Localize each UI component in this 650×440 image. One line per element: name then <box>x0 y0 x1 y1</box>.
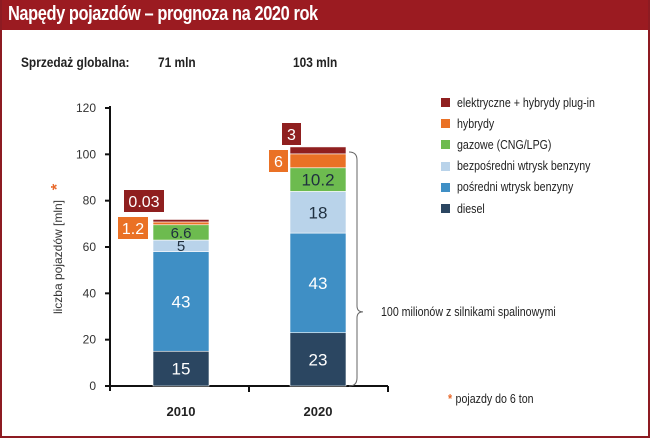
callout-box <box>118 217 148 239</box>
legend: elektryczne + hybrydy plug-in hybrydy gazo… <box>441 92 619 219</box>
y-tick-label: 60 <box>83 240 97 254</box>
x-tick-label: 2020 <box>304 404 333 419</box>
data-label: 18 <box>309 203 328 222</box>
sales-2010: 71 mln <box>158 54 196 70</box>
legend-item: pośredni wtrysk benzyny <box>441 177 619 198</box>
legend-swatch <box>441 182 450 192</box>
legend-label: diesel <box>457 201 485 216</box>
legend-swatch <box>441 119 450 129</box>
brace-annotation: 100 milionów z silnikami spalinowymi <box>381 305 556 319</box>
callout-label: 6 <box>274 154 283 171</box>
title-bar: Napędy pojazdów – prognoza na 2020 rok <box>0 0 650 30</box>
bar-segment <box>152 350 210 387</box>
legend-swatch <box>441 140 450 150</box>
y-axis-label: liczba pojazdów [mln] <box>51 200 65 314</box>
callout-label: 3 <box>287 127 296 144</box>
legend-swatch <box>441 204 450 214</box>
callout-box <box>282 123 301 145</box>
bar-segment <box>289 153 347 169</box>
brace <box>348 151 364 387</box>
callout-label: 0.03 <box>128 194 159 211</box>
bar-segment <box>289 232 347 334</box>
legend-label: bezpośredni wtrysk benzyny <box>457 159 591 174</box>
legend-label: elektryczne + hybrydy plug-in <box>457 95 595 110</box>
legend-swatch <box>441 98 450 108</box>
y-tick-label: 120 <box>76 101 96 115</box>
data-label: 23 <box>309 350 328 369</box>
legend-item: gazowe (CNG/LPG) <box>441 134 619 155</box>
y-axis-asterisk: * <box>49 183 66 190</box>
y-tick-label: 40 <box>83 286 97 300</box>
legend-item: hybrydy <box>441 113 619 134</box>
data-label: 10.2 <box>301 171 334 190</box>
x-tick-label: 2010 <box>167 404 196 419</box>
chart-title: Napędy pojazdów – prognoza na 2020 rok <box>8 3 318 25</box>
footnote-text: pojazdy do 6 ton <box>455 392 534 406</box>
bar-segment <box>152 219 210 223</box>
legend-swatch <box>441 161 450 171</box>
data-label: 6.6 <box>171 225 192 242</box>
data-label: 15 <box>172 360 191 379</box>
y-tick-label: 20 <box>83 333 97 347</box>
legend-label: gazowe (CNG/LPG) <box>457 137 552 152</box>
asterisk-icon: * <box>448 392 453 406</box>
data-label: 43 <box>172 293 191 312</box>
callout-label: 1.2 <box>122 221 144 238</box>
y-tick-label: 80 <box>83 194 97 208</box>
callout-box <box>124 190 164 212</box>
sales-label: Sprzedaż globalna: <box>21 54 130 70</box>
y-tick-label: 0 <box>89 379 96 393</box>
data-label: 43 <box>309 274 328 293</box>
bar-segment <box>289 191 347 234</box>
legend-item: bezpośredni wtrysk benzyny <box>441 156 619 177</box>
data-label: 5 <box>177 238 185 255</box>
legend-label: hybrydy <box>457 116 495 131</box>
bar-segment <box>289 332 347 387</box>
legend-item: elektryczne + hybrydy plug-in <box>441 92 619 113</box>
bar-segment <box>152 221 210 226</box>
footnote: * pojazdy do 6 ton <box>448 392 534 406</box>
callout-box <box>269 150 288 172</box>
y-tick-label: 100 <box>76 147 96 161</box>
sales-2020: 103 mln <box>293 54 338 70</box>
legend-label: pośredni wtrysk benzyny <box>457 180 574 195</box>
legend-item: diesel <box>441 198 619 219</box>
bar-segment <box>289 146 347 155</box>
bar-segment <box>152 251 210 352</box>
